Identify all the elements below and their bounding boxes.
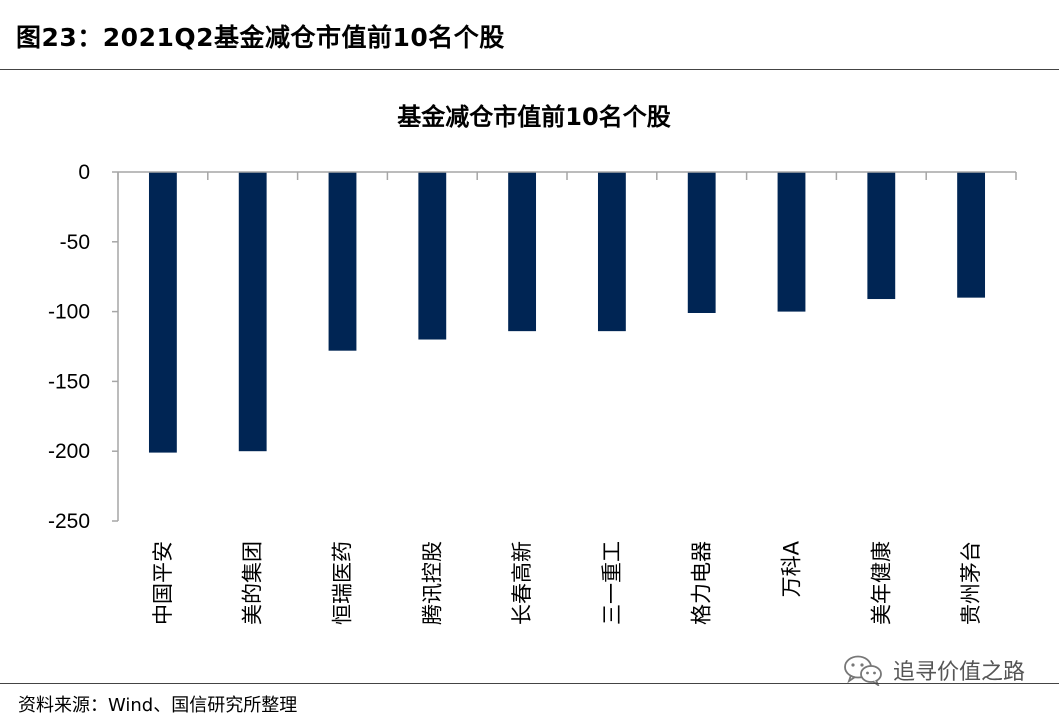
x-category-label: 三一重工 — [600, 541, 624, 625]
category-labels: 中国平安 美的集团 恒瑞医药 腾讯控股 长春高新 三一重工 格力电器 万科A 美年健康 贵州茅台 — [151, 540, 983, 625]
figure-footer: 资料来源：Wind、国信研究所整理 — [0, 683, 1059, 720]
x-category-label: 贵州茅台 — [959, 541, 983, 625]
y-tick-label: 0 — [78, 161, 90, 184]
figure-title: 图23：2021Q2基金减仓市值前10名个股 — [16, 23, 505, 52]
bar — [957, 172, 986, 298]
bar — [238, 172, 267, 452]
bar — [418, 172, 447, 340]
bar-chart: 基金减仓市值前10名个股 0 -50 -100 -150 -200 -250 中国平安 美的… — [48, 103, 1017, 625]
bar — [687, 172, 716, 313]
y-tick-label: -100 — [48, 301, 90, 324]
chart-title: 基金减仓市值前10名个股 — [397, 103, 670, 131]
bar — [148, 172, 177, 453]
x-category-label: 美年健康 — [869, 541, 893, 625]
watermark: 追寻价值之路 — [843, 654, 1025, 686]
figure-header: 图23：2021Q2基金减仓市值前10名个股 — [0, 0, 1059, 70]
y-tick-label: -150 — [48, 370, 90, 393]
x-category-label: 中国平安 — [151, 541, 175, 625]
x-category-label: 腾讯控股 — [420, 541, 444, 625]
wechat-icon — [844, 655, 882, 686]
y-tick-label: -200 — [48, 440, 90, 463]
x-category-label: 美的集团 — [241, 541, 265, 625]
source-note: 资料来源：Wind、国信研究所整理 — [18, 695, 298, 716]
watermark-text: 追寻价值之路 — [892, 660, 1025, 685]
x-category-label: 万科A — [780, 540, 804, 597]
x-axis — [117, 171, 1017, 180]
x-category-label: 长春高新 — [510, 541, 534, 625]
bar — [777, 172, 806, 312]
bar — [328, 172, 357, 351]
bar — [597, 172, 626, 332]
y-axis: 0 -50 -100 -150 -200 -250 — [48, 161, 119, 533]
bar — [867, 172, 896, 300]
y-tick-label: -50 — [60, 231, 90, 254]
x-category-label: 恒瑞医药 — [331, 541, 355, 625]
bars — [148, 172, 986, 453]
bar — [508, 172, 537, 332]
y-tick-label: -250 — [48, 510, 90, 533]
x-category-label: 格力电器 — [690, 541, 714, 625]
